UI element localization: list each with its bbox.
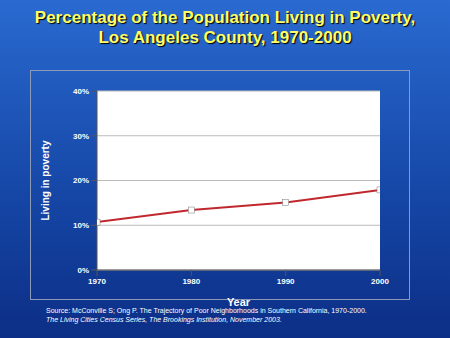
- svg-text:30%: 30%: [73, 132, 89, 141]
- html-text:Percentage of the Population L: Percentage of the Population Living in P…: [34, 8, 416, 47]
- svg-text:0%: 0%: [77, 266, 89, 275]
- svg-text:2000: 2000: [371, 277, 389, 286]
- svg-text:1970: 1970: [88, 277, 106, 286]
- svg-text:Living in poverty: Living in poverty: [40, 140, 51, 220]
- svg-text:40%: 40%: [73, 87, 89, 96]
- svg-text:10%: 10%: [73, 221, 89, 230]
- svg-text:20%: 20%: [73, 176, 89, 185]
- svg-text:1980: 1980: [182, 277, 200, 286]
- html-text:Source: McConville S; Ong P. T: Source: McConville S; Ong P. The Traject…: [46, 307, 367, 314]
- html-text:The Living Cities Census Serie: The Living Cities Census Series, The Bro…: [46, 316, 282, 323]
- svg-text:Year: Year: [227, 296, 251, 308]
- svg-text:1990: 1990: [277, 277, 295, 286]
